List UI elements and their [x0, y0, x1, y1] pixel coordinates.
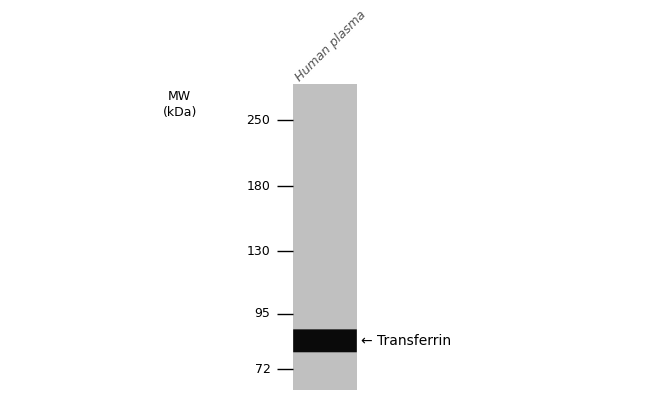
- Text: 95: 95: [255, 307, 270, 320]
- Text: ← Transferrin: ← Transferrin: [361, 334, 452, 348]
- Text: MW
(kDa): MW (kDa): [162, 90, 197, 119]
- Text: 130: 130: [247, 245, 270, 258]
- Text: 250: 250: [246, 114, 270, 127]
- FancyBboxPatch shape: [293, 329, 357, 352]
- Text: 72: 72: [255, 363, 270, 376]
- Bar: [293, 84, 357, 390]
- Text: Human plasma: Human plasma: [293, 8, 369, 84]
- Text: 180: 180: [246, 179, 270, 193]
